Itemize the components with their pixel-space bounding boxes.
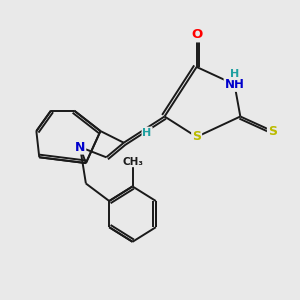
Text: O: O	[191, 28, 202, 41]
Text: S: S	[192, 130, 201, 143]
Text: CH₃: CH₃	[122, 157, 143, 167]
Text: H: H	[142, 128, 152, 137]
Text: N: N	[75, 141, 85, 154]
Text: H: H	[230, 69, 239, 79]
Text: NH: NH	[225, 78, 244, 91]
Text: S: S	[268, 124, 277, 138]
